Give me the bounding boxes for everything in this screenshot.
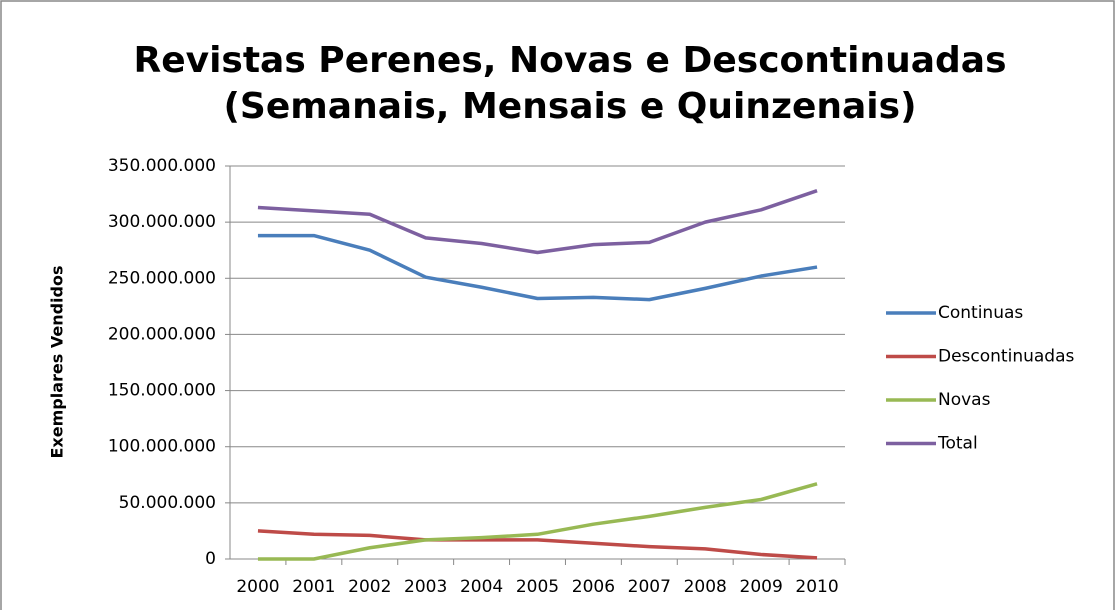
chart-title: (Semanais, Mensais e Quinzenais) (223, 86, 916, 127)
x-tick-label: 2010 (795, 577, 838, 597)
y-tick-label: 350.000.000 (108, 156, 216, 176)
x-tick-label: 2006 (572, 577, 615, 597)
y-tick-label: 0 (205, 549, 216, 569)
x-tick-label: 2009 (740, 577, 783, 597)
y-tick-label: 200.000.000 (108, 324, 216, 344)
chart-title: Revistas Perenes, Novas e Descontinuadas (133, 40, 1006, 81)
series-line (257, 189, 818, 255)
legend-label: Novas (938, 390, 991, 410)
x-tick-label: 2002 (348, 577, 391, 597)
y-tick-label: 100.000.000 (108, 437, 216, 457)
series-line (257, 482, 818, 561)
x-tick-label: 2000 (236, 577, 279, 597)
x-tick-label: 2005 (516, 577, 559, 597)
x-tick-label: 2003 (404, 577, 447, 597)
y-tick-label: 50.000.000 (119, 493, 216, 513)
series-line (257, 233, 818, 302)
y-tick-label: 300.000.000 (108, 212, 216, 232)
y-tick-label: 150.000.000 (108, 381, 216, 401)
y-axis-label: Exemplares Vendidos (48, 266, 67, 459)
x-tick-label: 2007 (628, 577, 671, 597)
y-tick-label: 250.000.000 (108, 268, 216, 288)
series-line (257, 529, 818, 560)
x-tick-label: 2001 (292, 577, 335, 597)
x-tick-label: 2008 (684, 577, 727, 597)
legend-label: Continuas (938, 303, 1023, 323)
legend-label: Descontinuadas (938, 347, 1074, 367)
legend-label: Total (937, 434, 978, 454)
x-tick-label: 2004 (460, 577, 503, 597)
